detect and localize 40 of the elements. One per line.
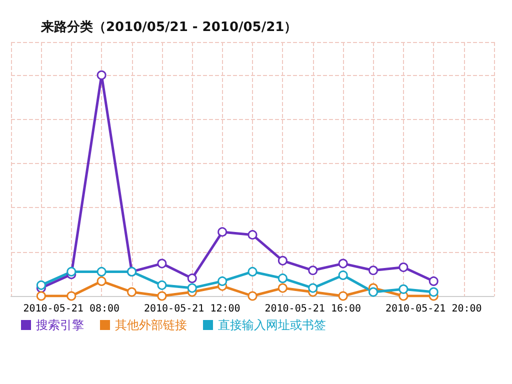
point — [428, 287, 438, 297]
point — [96, 70, 106, 80]
point — [157, 280, 167, 290]
x-tick-label: 2010-05-21 20:00 — [385, 304, 482, 314]
point — [368, 287, 378, 297]
x-tick-label: 2010-05-21 12:00 — [144, 304, 240, 314]
point — [278, 256, 288, 266]
point — [368, 266, 378, 276]
point — [398, 262, 408, 272]
point — [428, 276, 438, 286]
point — [127, 287, 136, 297]
point — [157, 291, 167, 301]
point — [36, 280, 46, 290]
point — [218, 276, 228, 286]
point — [278, 283, 288, 293]
point — [248, 291, 258, 301]
point — [308, 266, 318, 276]
x-tick-label: 2010-05-21 08:00 — [23, 304, 120, 314]
point — [308, 283, 318, 293]
point — [338, 291, 348, 301]
legend-label: 直接输入网址或书签 — [218, 318, 326, 332]
point — [338, 258, 348, 268]
legend-label: 搜索引擎 — [36, 318, 84, 332]
point — [66, 291, 76, 301]
point — [278, 274, 288, 284]
legend-label: 其他外部链接 — [115, 318, 187, 332]
point — [248, 266, 258, 276]
chart-title: 来路分类（2010/05/21 - 2010/05/21） — [40, 20, 298, 35]
point — [36, 291, 46, 301]
point — [66, 266, 76, 276]
point — [96, 266, 106, 276]
point — [218, 227, 228, 237]
point — [248, 230, 258, 240]
point — [187, 283, 197, 293]
point — [96, 276, 106, 286]
point — [187, 274, 197, 284]
point — [157, 258, 167, 268]
point — [398, 284, 408, 294]
x-tick-label: 2010-05-21 16:00 — [264, 304, 362, 314]
point — [338, 270, 348, 280]
